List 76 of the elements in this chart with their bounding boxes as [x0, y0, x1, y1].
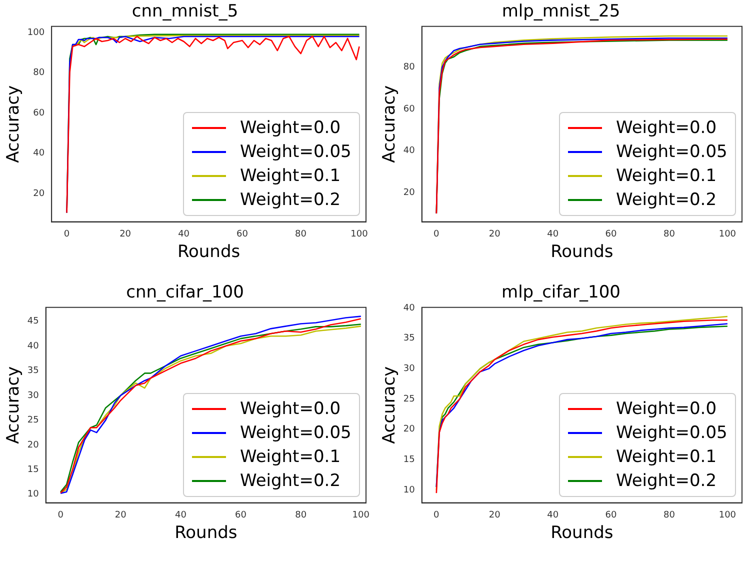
x-tick-label: 0 — [64, 230, 70, 240]
x-axis-title: Rounds — [550, 523, 614, 544]
y-tick-label: 40 — [403, 303, 416, 314]
x-tick-label: 100 — [350, 230, 368, 240]
x-tick-label: 80 — [664, 230, 676, 240]
legend-label: Weight=0.0 — [240, 118, 341, 138]
x-axis-title: Rounds — [550, 242, 614, 262]
y-tick-label: 40 — [27, 341, 40, 352]
legend-label: Weight=0.1 — [616, 166, 717, 186]
legend-label: Weight=0.2 — [240, 470, 341, 491]
x-tick-label: 60 — [235, 510, 247, 521]
y-tick-label: 80 — [403, 62, 416, 73]
y-tick-label: 15 — [403, 455, 415, 466]
y-tick-label: 40 — [403, 146, 416, 156]
x-tick-label: 0 — [58, 510, 64, 521]
y-tick-label: 100 — [27, 28, 45, 38]
x-tick-label: 20 — [114, 510, 127, 521]
y-tick-label: 60 — [33, 108, 45, 118]
y-axis-title: Accuracy — [380, 85, 400, 163]
y-tick-label: 20 — [33, 188, 45, 199]
x-tick-label: 80 — [295, 510, 307, 521]
legend-label: Weight=0.1 — [240, 446, 341, 467]
y-tick-label: 25 — [403, 394, 415, 404]
x-tick-label: 100 — [352, 510, 370, 521]
y-tick-label: 60 — [403, 104, 416, 114]
x-tick-label: 60 — [236, 230, 248, 240]
chart-title: mlp_cifar_100 — [502, 282, 620, 303]
x-axis-title: Rounds — [177, 242, 240, 262]
legend-label: Weight=0.2 — [616, 190, 717, 210]
x-tick-label: 80 — [295, 230, 307, 240]
legend-label: Weight=0.05 — [616, 142, 728, 162]
y-tick-label: 35 — [27, 366, 39, 376]
legend-label: Weight=0.2 — [616, 470, 717, 491]
legend-label: Weight=0.1 — [616, 446, 717, 467]
y-tick-label: 15 — [27, 465, 39, 475]
x-tick-label: 100 — [718, 510, 736, 521]
x-axis-title: Rounds — [174, 523, 238, 544]
y-axis-title: Accuracy — [4, 85, 24, 163]
legend-label: Weight=0.0 — [616, 118, 717, 138]
legend-label: Weight=0.2 — [240, 190, 341, 210]
y-tick-label: 20 — [403, 424, 416, 435]
x-tick-label: 0 — [434, 230, 440, 240]
y-tick-label: 40 — [33, 148, 45, 159]
y-tick-label: 30 — [27, 390, 40, 401]
chart-title: mlp_mnist_25 — [502, 2, 620, 22]
y-tick-label: 80 — [33, 68, 45, 78]
x-tick-label: 0 — [434, 510, 440, 521]
legend-label: Weight=0.0 — [616, 398, 717, 419]
y-tick-label: 20 — [403, 188, 416, 198]
chart-title: cnn_cifar_100 — [126, 282, 244, 303]
x-tick-label: 20 — [488, 510, 501, 521]
legend-label: Weight=0.05 — [616, 422, 728, 443]
x-tick-label: 20 — [488, 230, 501, 240]
legend-label: Weight=0.05 — [240, 422, 352, 443]
chart-title: cnn_mnist_5 — [132, 2, 238, 22]
y-tick-label: 25 — [27, 416, 39, 426]
y-tick-label: 20 — [27, 440, 40, 450]
legend-label: Weight=0.1 — [240, 166, 341, 186]
x-tick-label: 40 — [547, 230, 559, 240]
y-tick-label: 45 — [27, 316, 39, 327]
y-tick-label: 35 — [403, 334, 415, 344]
legend-label: Weight=0.0 — [240, 398, 341, 419]
y-tick-label: 30 — [403, 364, 416, 374]
x-tick-label: 80 — [664, 510, 676, 521]
x-tick-label: 60 — [605, 510, 618, 521]
x-tick-label: 40 — [174, 510, 187, 521]
y-axis-title: Accuracy — [4, 366, 24, 444]
x-tick-label: 60 — [605, 230, 618, 240]
y-axis-title: Accuracy — [380, 366, 400, 444]
legend-label: Weight=0.05 — [240, 142, 352, 162]
x-tick-label: 20 — [120, 230, 132, 240]
y-tick-label: 10 — [27, 490, 40, 500]
x-tick-label: 100 — [718, 230, 736, 240]
x-tick-label: 40 — [547, 510, 559, 521]
x-tick-label: 40 — [178, 230, 190, 240]
y-tick-label: 10 — [403, 485, 416, 496]
